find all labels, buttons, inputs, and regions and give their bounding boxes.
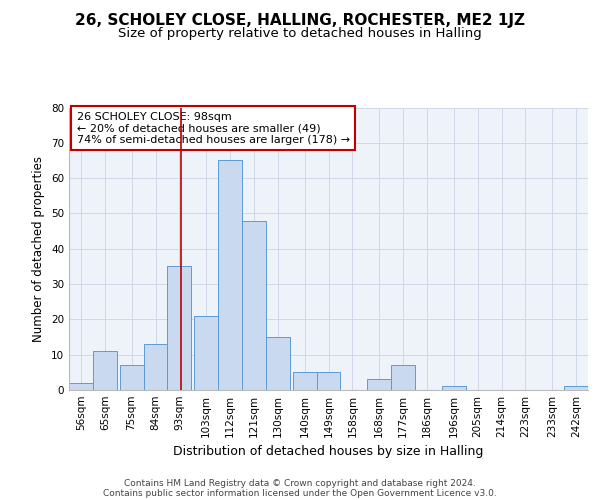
Text: Contains public sector information licensed under the Open Government Licence v3: Contains public sector information licen… <box>103 488 497 498</box>
Bar <box>69 383 93 390</box>
Text: Size of property relative to detached houses in Halling: Size of property relative to detached ho… <box>118 28 482 40</box>
Text: 26 SCHOLEY CLOSE: 98sqm
← 20% of detached houses are smaller (49)
74% of semi-de: 26 SCHOLEY CLOSE: 98sqm ← 20% of detache… <box>77 112 350 145</box>
X-axis label: Distribution of detached houses by size in Halling: Distribution of detached houses by size … <box>173 446 484 458</box>
Bar <box>564 386 588 390</box>
Bar <box>167 266 191 390</box>
Bar <box>293 372 317 390</box>
Text: 26, SCHOLEY CLOSE, HALLING, ROCHESTER, ME2 1JZ: 26, SCHOLEY CLOSE, HALLING, ROCHESTER, M… <box>75 12 525 28</box>
Bar <box>266 337 290 390</box>
Bar <box>218 160 242 390</box>
Bar <box>391 366 415 390</box>
Bar <box>242 220 266 390</box>
Bar <box>317 372 340 390</box>
Bar <box>143 344 167 390</box>
Bar <box>119 366 143 390</box>
Bar <box>442 386 466 390</box>
Bar <box>194 316 218 390</box>
Bar <box>367 380 391 390</box>
Text: Contains HM Land Registry data © Crown copyright and database right 2024.: Contains HM Land Registry data © Crown c… <box>124 478 476 488</box>
Bar <box>93 351 117 390</box>
Y-axis label: Number of detached properties: Number of detached properties <box>32 156 46 342</box>
